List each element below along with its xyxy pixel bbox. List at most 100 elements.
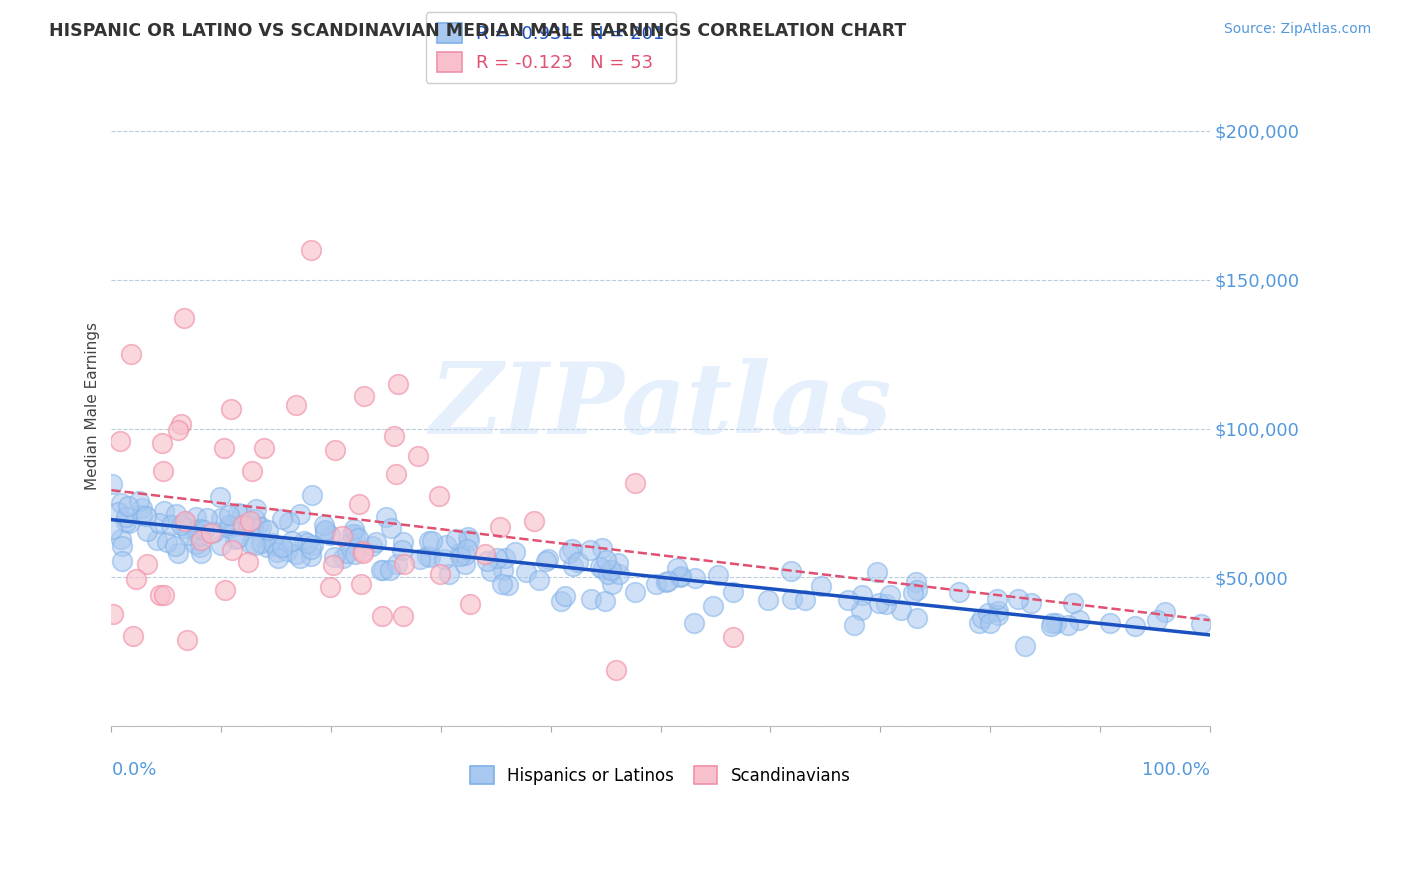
Point bbox=[794, 593, 817, 607]
Point bbox=[208, 490, 231, 504]
Point bbox=[491, 576, 513, 591]
Point bbox=[429, 489, 451, 503]
Point bbox=[1069, 613, 1091, 627]
Point bbox=[454, 558, 477, 572]
Point bbox=[343, 522, 366, 536]
Point bbox=[224, 532, 246, 546]
Point bbox=[250, 519, 273, 533]
Point bbox=[339, 536, 361, 550]
Point bbox=[970, 611, 993, 625]
Point bbox=[373, 563, 395, 577]
Point bbox=[449, 549, 471, 563]
Point bbox=[292, 534, 315, 549]
Point bbox=[387, 557, 409, 571]
Point bbox=[153, 588, 176, 602]
Point bbox=[117, 516, 139, 531]
Point bbox=[319, 581, 342, 595]
Point bbox=[394, 557, 416, 571]
Point bbox=[503, 545, 526, 559]
Point bbox=[418, 533, 440, 548]
Point bbox=[169, 518, 191, 533]
Point bbox=[434, 538, 457, 552]
Point bbox=[163, 540, 186, 554]
Point bbox=[188, 528, 211, 542]
Point bbox=[457, 530, 479, 544]
Point bbox=[558, 546, 581, 560]
Point bbox=[256, 540, 278, 554]
Point bbox=[214, 583, 236, 598]
Point bbox=[536, 552, 558, 566]
Point bbox=[392, 534, 415, 549]
Point bbox=[131, 501, 153, 516]
Point bbox=[474, 547, 496, 561]
Point bbox=[429, 566, 451, 581]
Point bbox=[209, 511, 232, 525]
Point bbox=[905, 611, 928, 625]
Point bbox=[756, 593, 779, 607]
Point bbox=[245, 501, 267, 516]
Point bbox=[190, 533, 212, 547]
Point bbox=[599, 563, 621, 577]
Point bbox=[167, 423, 190, 437]
Point bbox=[702, 599, 724, 613]
Point bbox=[494, 550, 516, 565]
Point bbox=[135, 509, 157, 524]
Point bbox=[271, 541, 294, 555]
Point bbox=[554, 589, 576, 603]
Point bbox=[200, 525, 222, 540]
Point bbox=[458, 597, 481, 611]
Point bbox=[721, 630, 744, 644]
Point bbox=[148, 516, 170, 530]
Point bbox=[149, 588, 172, 602]
Point bbox=[1125, 618, 1147, 632]
Point bbox=[173, 311, 195, 326]
Point bbox=[336, 546, 359, 560]
Point bbox=[202, 524, 225, 539]
Point bbox=[879, 588, 901, 602]
Point bbox=[301, 488, 323, 502]
Point bbox=[1045, 615, 1067, 630]
Point bbox=[901, 586, 924, 600]
Point bbox=[262, 536, 284, 550]
Point bbox=[193, 523, 215, 537]
Point bbox=[295, 536, 318, 550]
Point bbox=[595, 553, 617, 567]
Point bbox=[890, 603, 912, 617]
Point bbox=[270, 512, 292, 526]
Point bbox=[370, 563, 392, 577]
Point bbox=[606, 556, 628, 570]
Point bbox=[319, 528, 342, 542]
Point bbox=[285, 398, 308, 412]
Point bbox=[170, 417, 193, 432]
Point bbox=[218, 517, 240, 532]
Point bbox=[380, 520, 402, 534]
Point bbox=[290, 550, 312, 565]
Point bbox=[288, 507, 311, 521]
Point bbox=[277, 515, 299, 529]
Point bbox=[240, 464, 263, 478]
Point bbox=[671, 569, 693, 583]
Point bbox=[591, 541, 613, 555]
Point bbox=[174, 516, 197, 530]
Point bbox=[352, 544, 374, 558]
Point bbox=[188, 526, 211, 541]
Point bbox=[592, 562, 614, 576]
Point bbox=[600, 576, 623, 591]
Point bbox=[624, 475, 647, 490]
Point bbox=[550, 594, 572, 608]
Legend: Hispanics or Latinos, Scandinavians: Hispanics or Latinos, Scandinavians bbox=[464, 759, 858, 791]
Point bbox=[721, 584, 744, 599]
Point bbox=[986, 592, 1008, 607]
Point bbox=[1057, 618, 1080, 632]
Point bbox=[302, 538, 325, 552]
Point bbox=[578, 543, 600, 558]
Point bbox=[343, 527, 366, 541]
Point bbox=[299, 549, 322, 563]
Point bbox=[224, 519, 246, 533]
Point bbox=[382, 428, 405, 442]
Point bbox=[352, 547, 374, 561]
Point bbox=[868, 596, 890, 610]
Point bbox=[1040, 619, 1063, 633]
Point bbox=[267, 550, 290, 565]
Point bbox=[449, 546, 471, 560]
